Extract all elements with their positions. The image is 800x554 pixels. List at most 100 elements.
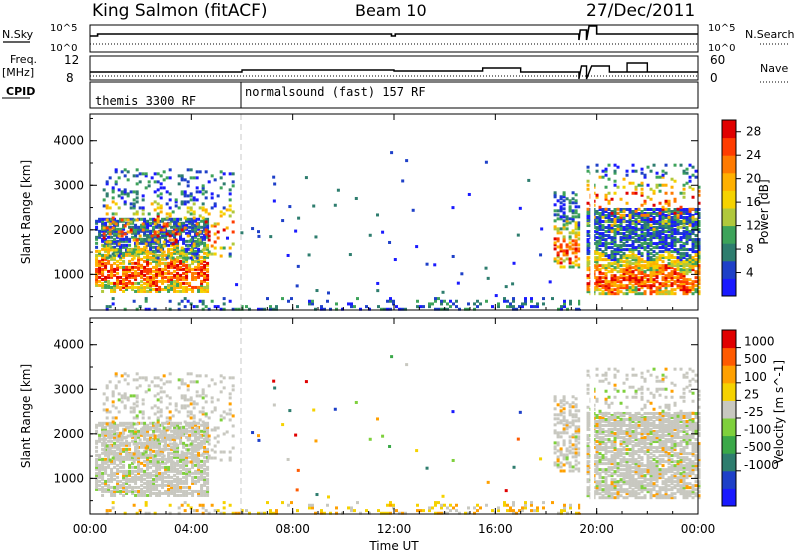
rti-cell xyxy=(161,475,165,479)
rti-cell xyxy=(512,305,515,309)
rti-cell xyxy=(619,280,623,284)
rti-cell xyxy=(107,479,111,483)
rti-cell xyxy=(135,394,139,398)
rti-cell xyxy=(655,290,659,294)
rti-cell xyxy=(191,489,195,493)
rti-cell xyxy=(286,253,290,257)
rti-cell xyxy=(114,170,118,174)
rti-cell xyxy=(177,232,181,236)
rti-cell xyxy=(655,228,659,232)
rti-cell xyxy=(682,236,686,240)
rti-cell xyxy=(652,268,656,272)
rti-cell xyxy=(691,250,695,254)
rti-cell xyxy=(122,271,126,275)
rti-cell xyxy=(604,268,608,272)
rti-cell xyxy=(649,212,653,215)
rti-cell xyxy=(206,447,210,451)
rti-cell xyxy=(595,468,599,472)
rti-cell xyxy=(152,249,156,253)
rti-cell xyxy=(598,220,602,224)
rti-cell xyxy=(685,290,689,294)
rti-cell xyxy=(664,163,668,167)
rti-cell xyxy=(113,283,117,287)
rti-cell xyxy=(152,283,156,287)
rti-cell xyxy=(146,233,150,237)
rti-cell xyxy=(604,286,608,290)
rti-cell xyxy=(655,268,659,272)
cpid-label: CPID xyxy=(6,85,35,98)
rti-cell xyxy=(194,437,198,441)
rti-cell xyxy=(586,462,590,466)
rti-cell xyxy=(164,483,168,487)
rti-cell xyxy=(105,218,109,222)
rti-cell xyxy=(676,209,680,213)
rti-cell xyxy=(155,283,159,287)
rti-cell xyxy=(216,236,220,240)
rti-cell xyxy=(637,266,641,270)
rti-cell xyxy=(152,433,156,437)
rti-cell xyxy=(125,247,129,251)
rti-cell xyxy=(661,224,665,228)
rti-cell xyxy=(203,225,207,229)
rti-cell xyxy=(272,307,275,311)
rti-cell xyxy=(571,401,575,405)
rti-cell xyxy=(476,503,479,507)
rti-cell xyxy=(206,457,210,461)
rti-cell xyxy=(658,220,662,224)
rti-cell xyxy=(598,278,602,282)
rti-cell xyxy=(571,219,575,223)
rti-cell xyxy=(191,445,195,449)
rti-cell xyxy=(101,431,105,435)
rti-cell xyxy=(131,275,135,279)
rti-cell xyxy=(231,230,235,234)
rti-cell xyxy=(107,489,111,493)
rti-cell xyxy=(182,285,186,289)
rti-cell xyxy=(577,409,581,413)
rti-cell xyxy=(119,287,123,291)
rti-cell xyxy=(326,291,330,295)
rti-cell xyxy=(667,280,671,284)
rti-cell xyxy=(200,271,204,275)
rti-cell xyxy=(180,450,184,454)
rti-cell xyxy=(673,256,677,260)
rti-cell xyxy=(101,261,105,265)
rti-cell xyxy=(661,276,665,280)
rti-cell xyxy=(104,443,108,447)
rti-cell xyxy=(152,287,156,291)
rti-cell xyxy=(197,249,201,253)
rti-cell xyxy=(126,230,130,234)
rti-cell xyxy=(670,224,674,228)
rti-cell xyxy=(203,491,207,495)
rti-cell xyxy=(586,464,590,468)
rti-cell xyxy=(125,269,129,273)
rti-cell xyxy=(150,438,154,442)
rti-cell xyxy=(104,421,108,425)
rti-cell xyxy=(411,208,415,212)
rti-cell xyxy=(685,258,689,262)
rti-cell xyxy=(213,444,217,448)
rti-cell xyxy=(173,247,177,251)
rti-cell xyxy=(146,219,150,223)
rti-cell xyxy=(237,511,241,515)
rti-cell xyxy=(113,435,117,439)
rti-cell xyxy=(120,218,124,222)
rti-cell xyxy=(658,246,662,250)
rti-cell xyxy=(108,248,112,252)
rti-cell xyxy=(577,249,581,253)
rti-cell xyxy=(628,228,632,232)
rti-cell xyxy=(167,457,171,461)
rti-cell xyxy=(574,239,578,243)
rti-cell xyxy=(161,273,165,277)
rti-cell xyxy=(616,260,620,264)
rti-cell xyxy=(670,290,674,294)
rti-cell xyxy=(186,180,190,184)
rti-cell xyxy=(122,239,126,243)
rti-cell xyxy=(404,511,407,515)
rti-cell xyxy=(661,173,665,177)
rti-cell xyxy=(622,219,626,223)
rti-cell xyxy=(191,285,195,289)
rti-cell xyxy=(201,216,205,220)
rti-cell xyxy=(123,202,127,206)
rti-cell xyxy=(281,297,284,301)
rti-cell xyxy=(697,228,701,232)
